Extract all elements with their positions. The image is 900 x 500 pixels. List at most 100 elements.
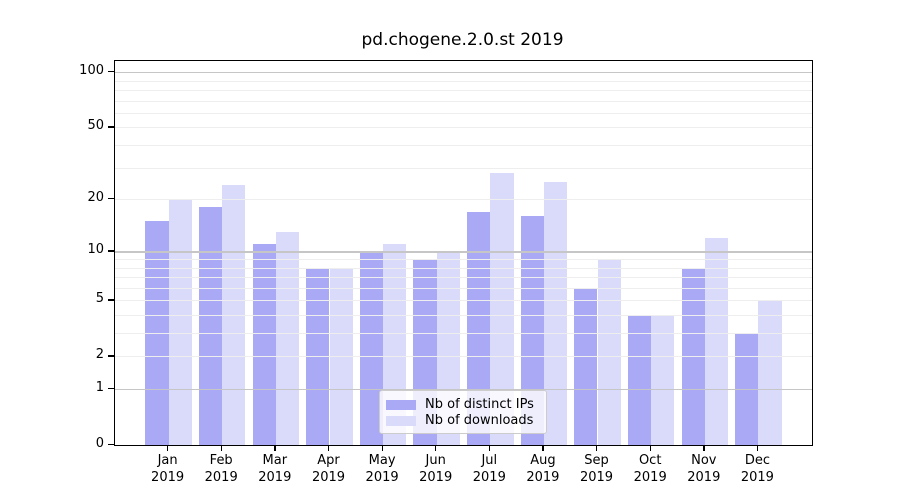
gridline-decade xyxy=(115,72,812,74)
gridline-minor xyxy=(115,333,812,334)
bar-distinct-ips xyxy=(520,216,544,445)
gridline-minor xyxy=(115,100,812,102)
x-tick-month: Mar xyxy=(262,453,288,468)
bar-downloads xyxy=(168,199,192,445)
bar-downloads xyxy=(704,237,729,445)
plot-area: Nb of distinct IPs Nb of downloads xyxy=(114,60,813,446)
y-tick-label: 0 xyxy=(95,436,104,451)
legend: Nb of distinct IPs Nb of downloads xyxy=(379,390,547,434)
bar-distinct-ips xyxy=(681,267,705,445)
grid-layer xyxy=(115,61,812,445)
bar-distinct-ips xyxy=(627,315,652,445)
x-tick xyxy=(274,445,276,451)
x-tick-month: Jan xyxy=(157,453,178,468)
legend-label: Nb of distinct IPs xyxy=(425,397,534,412)
bar-distinct-ips xyxy=(467,211,491,445)
x-tick-month: Apr xyxy=(317,453,340,468)
x-tick xyxy=(381,445,383,451)
bar-distinct-ips xyxy=(198,207,223,445)
x-tick xyxy=(756,445,759,451)
x-tick-label: Feb 2019 xyxy=(181,452,261,486)
x-tick-month: Jun xyxy=(425,453,446,468)
bar-downloads xyxy=(597,259,621,445)
bar-distinct-ips xyxy=(574,287,598,445)
legend-row: Nb of downloads xyxy=(386,413,538,428)
bar-downloads xyxy=(758,300,782,445)
x-tick-label: Dec 2019 xyxy=(717,452,797,486)
x-tick-year: 2019 xyxy=(687,470,721,485)
x-tick-month: May xyxy=(368,453,396,468)
y-tick-label: 2 xyxy=(95,347,104,363)
gridline-minor xyxy=(115,277,812,278)
gridline-minor xyxy=(115,90,812,91)
x-tick-label: Jul 2019 xyxy=(449,452,529,486)
x-tick-label: Aug 2019 xyxy=(503,452,583,486)
bar-downloads xyxy=(651,315,675,445)
y-tick xyxy=(108,444,114,446)
x-tick-label: Jun 2019 xyxy=(396,452,476,486)
gridline-minor xyxy=(115,300,812,302)
y-tick-label: 1 xyxy=(95,380,104,395)
y-tick xyxy=(108,355,114,357)
gridline-minor xyxy=(115,267,812,269)
x-tick xyxy=(596,445,598,451)
y-tick xyxy=(108,388,114,390)
x-tick-year: 2019 xyxy=(633,470,667,485)
x-tick-month: Jul xyxy=(481,453,498,468)
gridline-minor xyxy=(115,145,812,146)
y-tick-label: 10 xyxy=(87,242,104,258)
x-tick xyxy=(649,445,651,451)
x-tick-label: Apr 2019 xyxy=(289,452,369,486)
y-tick xyxy=(108,198,114,200)
gridline-minor xyxy=(115,259,812,260)
x-tick-label: Sep 2019 xyxy=(557,452,637,486)
y-tick xyxy=(108,299,114,301)
y-tick-label: 20 xyxy=(87,190,104,206)
x-tick-year: 2019 xyxy=(419,470,453,485)
x-tick-year: 2019 xyxy=(151,470,185,485)
gridline-minor xyxy=(115,356,812,358)
legend-label: Nb of downloads xyxy=(425,413,534,428)
x-tick-month: Nov xyxy=(691,453,717,468)
gridline-decade xyxy=(115,251,812,253)
x-tick xyxy=(220,445,222,451)
gridline-minor xyxy=(115,127,812,129)
chart-title: pd.chogene.2.0.st 2019 xyxy=(361,30,564,50)
y-tick-label: 5 xyxy=(95,291,104,307)
x-tick-label: Mar 2019 xyxy=(235,452,315,486)
x-tick xyxy=(167,445,169,451)
gridline-minor xyxy=(115,315,812,316)
y-tick-label: 50 xyxy=(87,118,104,134)
bar-distinct-ips xyxy=(252,244,276,445)
x-tick-year: 2019 xyxy=(472,470,506,485)
x-tick-label: Jan 2019 xyxy=(128,452,208,486)
x-tick-year: 2019 xyxy=(258,470,292,485)
x-tick-month: Oct xyxy=(638,453,662,468)
bar-distinct-ips xyxy=(306,267,330,445)
gridline-minor xyxy=(115,199,812,201)
x-tick-month: Sep xyxy=(584,453,609,468)
bar-downloads xyxy=(329,267,353,445)
y-tick xyxy=(108,250,114,252)
bars-layer xyxy=(115,61,812,445)
x-tick-month: Aug xyxy=(530,453,556,468)
gridline-minor xyxy=(115,80,812,82)
bar-downloads xyxy=(543,181,568,445)
gridline-minor xyxy=(115,287,812,289)
x-tick xyxy=(435,445,437,451)
y-tick-label: 100 xyxy=(79,63,104,79)
legend-swatch xyxy=(386,399,416,410)
bar-downloads xyxy=(490,173,514,445)
x-tick-month: Feb xyxy=(209,453,233,468)
gridline-minor xyxy=(115,112,812,114)
x-tick xyxy=(703,445,705,451)
y-tick xyxy=(108,71,114,73)
legend-swatch xyxy=(386,415,416,426)
x-tick-label: May 2019 xyxy=(342,452,422,486)
x-tick-year: 2019 xyxy=(526,470,560,485)
y-tick xyxy=(108,126,114,128)
x-tick-year: 2019 xyxy=(204,470,238,485)
x-tick-label: Oct 2019 xyxy=(610,452,690,486)
gridline-minor xyxy=(115,167,812,169)
